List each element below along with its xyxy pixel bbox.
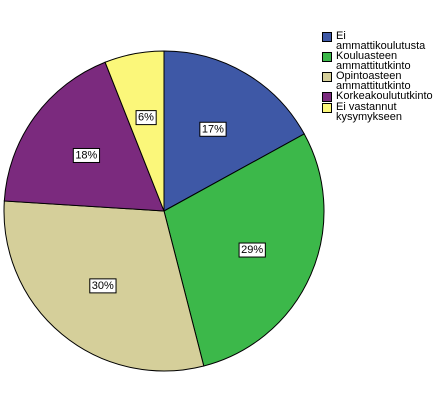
legend-item: Ei ammattikoulutusta (322, 30, 432, 52)
legend-label: Korkeakoulututkinto (336, 90, 433, 102)
data-label-group: 6% (135, 110, 157, 126)
data-label: 6% (138, 112, 154, 124)
legend-swatch (322, 52, 332, 62)
legend-label: Opintoasteen ammattitutkinto (336, 70, 411, 92)
data-label: 30% (92, 280, 114, 292)
data-label-group: 17% (199, 121, 227, 137)
legend-swatch (322, 32, 332, 42)
data-label-box (135, 110, 157, 126)
legend: Ei ammattikoulutusta Kouluasteen ammattit… (322, 30, 433, 123)
legend-label: Kouluasteen ammattitutkinto (336, 50, 411, 72)
legend-item: Korkeakoulututkinto (322, 90, 433, 102)
legend-label: Ei ammattikoulutusta (336, 30, 426, 52)
data-label-box (72, 147, 101, 163)
data-label: 29% (241, 244, 263, 256)
pie-slice (3, 61, 165, 212)
data-label-group: 18% (72, 147, 101, 163)
data-label: 18% (75, 149, 97, 161)
legend-swatch (322, 103, 332, 113)
data-label-group: 30% (89, 278, 117, 294)
data-label-box (238, 242, 266, 258)
legend-item: Ei vastannut kysymykseen (322, 101, 432, 123)
legend-item: Opintoasteen ammattitutkinto (322, 70, 432, 92)
data-label-box (89, 278, 117, 294)
legend-label: Ei vastannut kysymykseen (336, 101, 403, 123)
pie-slice (163, 50, 305, 212)
data-label-group: 29% (238, 242, 266, 258)
pie-slice (104, 50, 165, 212)
legend-swatch (322, 72, 332, 82)
data-label-box (199, 121, 227, 137)
data-label: 17% (202, 123, 224, 135)
legend-swatch (322, 92, 332, 102)
legend-item: Kouluasteen ammattitutkinto (322, 50, 432, 72)
